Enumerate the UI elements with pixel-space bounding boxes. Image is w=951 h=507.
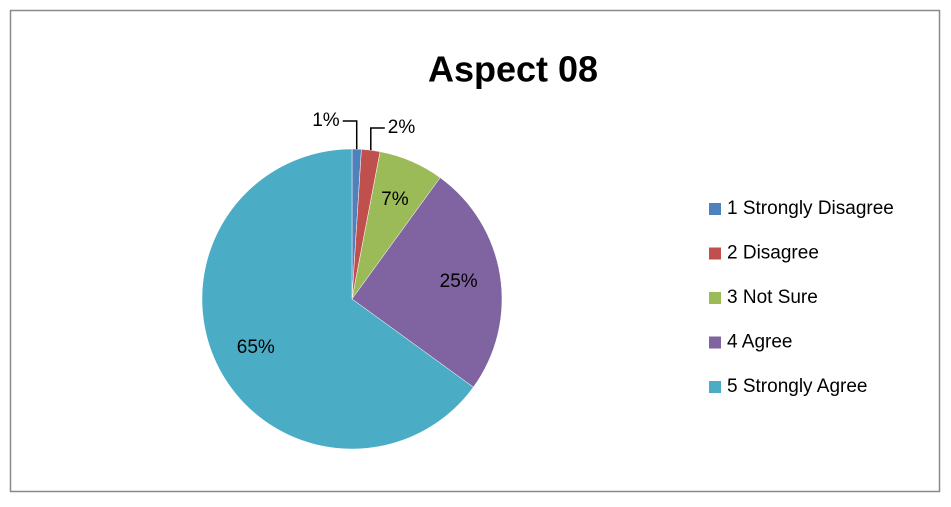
legend-swatch: [709, 381, 721, 393]
data-label: 25%: [440, 271, 478, 292]
data-label: 1%: [312, 110, 340, 131]
pie-slice: [351, 177, 503, 388]
legend-label: 3 Not Sure: [727, 287, 818, 308]
data-label: 2%: [388, 117, 416, 138]
legend-label: 5 Strongly Agree: [727, 376, 867, 397]
legend-swatch: [709, 203, 721, 215]
data-label: 65%: [237, 337, 275, 358]
chart-title: Aspect 08: [428, 49, 598, 90]
leader-line: [342, 120, 358, 150]
legend-label: 1 Strongly Disagree: [727, 198, 894, 219]
data-label: 7%: [381, 189, 409, 210]
legend-swatch: [709, 292, 721, 304]
pie-slice: [201, 148, 474, 450]
legend-label: 2 Disagree: [727, 243, 819, 264]
legend-swatch: [709, 336, 721, 349]
legend-swatch: [709, 247, 721, 260]
legend-label: 4 Agree: [727, 332, 793, 353]
leader-line: [370, 127, 385, 151]
